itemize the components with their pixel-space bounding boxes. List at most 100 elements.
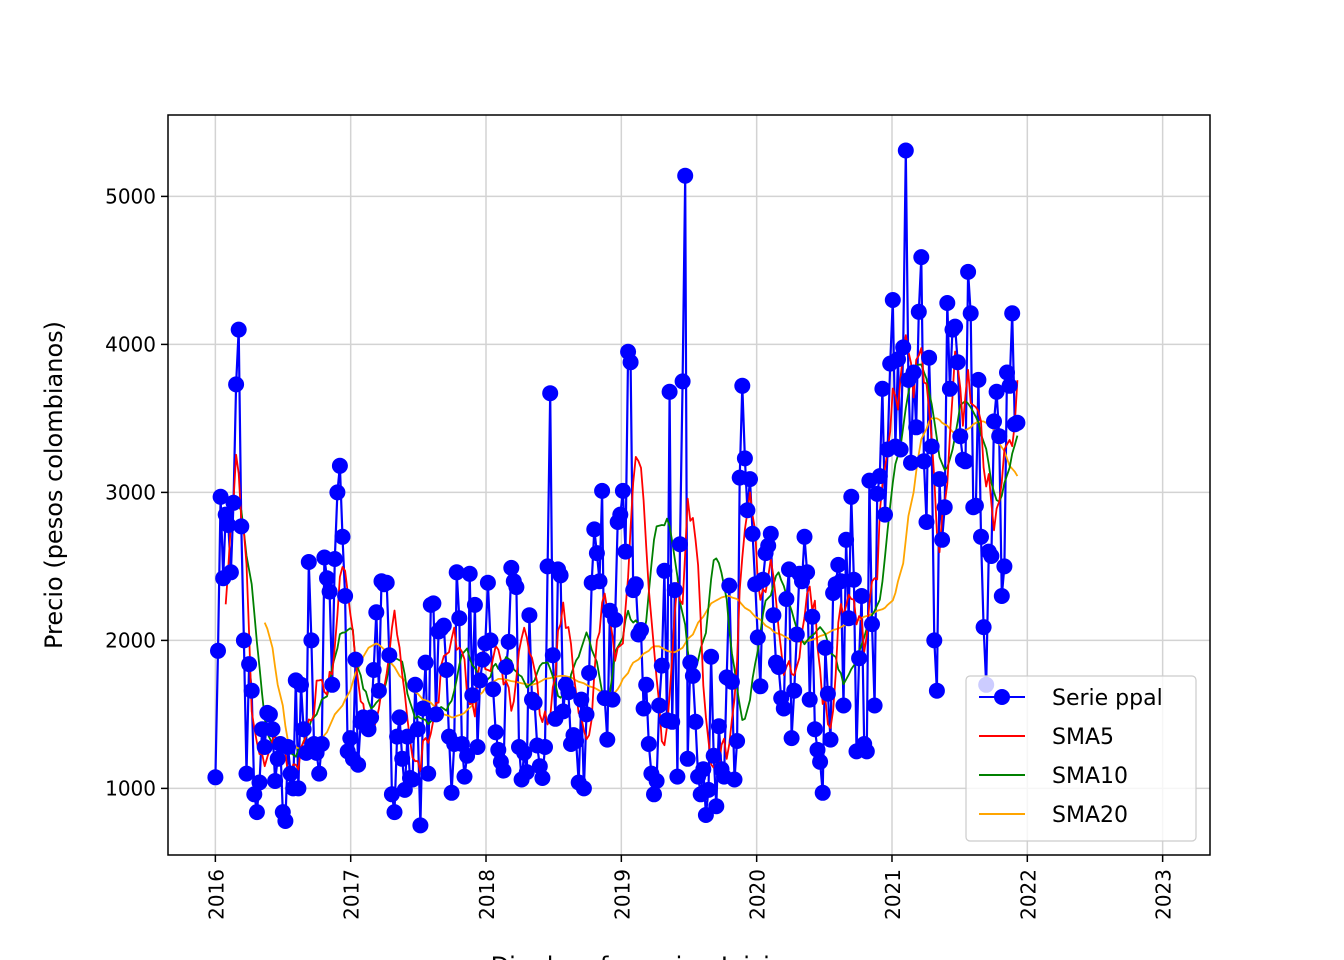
data-point bbox=[612, 506, 629, 523]
data-point bbox=[319, 570, 335, 587]
data-point bbox=[638, 676, 655, 693]
data-point bbox=[822, 731, 839, 748]
data-point bbox=[326, 551, 343, 567]
data-point bbox=[830, 556, 847, 573]
data-point bbox=[897, 142, 914, 159]
data-point bbox=[809, 741, 826, 758]
y-tick-label: 1000 bbox=[105, 776, 156, 800]
data-point bbox=[329, 484, 346, 501]
data-point bbox=[370, 682, 387, 699]
data-point bbox=[230, 321, 247, 338]
data-point bbox=[788, 626, 805, 643]
data-point bbox=[983, 548, 1000, 564]
data-point bbox=[303, 632, 320, 649]
data-point bbox=[684, 667, 701, 684]
data-point bbox=[238, 765, 255, 782]
data-point bbox=[269, 750, 286, 767]
data-point bbox=[448, 564, 465, 581]
data-point bbox=[840, 610, 857, 627]
data-point bbox=[661, 383, 678, 400]
data-point bbox=[726, 771, 743, 788]
data-point bbox=[908, 419, 925, 436]
data-point bbox=[682, 654, 699, 671]
data-point bbox=[251, 774, 268, 791]
data-point bbox=[744, 525, 761, 542]
data-point bbox=[241, 656, 258, 673]
data-point bbox=[949, 354, 966, 371]
data-point bbox=[866, 697, 883, 714]
data-point bbox=[594, 482, 611, 499]
data-point bbox=[962, 305, 979, 322]
data-point bbox=[347, 651, 364, 668]
x-axis-title: Dia de referencia - Inicio semana bbox=[491, 952, 888, 960]
data-point bbox=[277, 813, 294, 829]
data-point bbox=[537, 739, 553, 755]
data-point bbox=[967, 497, 984, 514]
data-point bbox=[586, 521, 603, 538]
data-point bbox=[394, 750, 411, 767]
data-point bbox=[765, 607, 782, 624]
data-point bbox=[342, 730, 359, 747]
data-point bbox=[796, 528, 813, 545]
data-point bbox=[786, 682, 803, 699]
y-tick-label: 2000 bbox=[105, 628, 156, 652]
data-point bbox=[456, 768, 473, 785]
data-point bbox=[293, 676, 309, 693]
series-sma10-line bbox=[237, 363, 1019, 758]
data-point bbox=[466, 596, 483, 613]
data-point bbox=[635, 700, 652, 717]
data-point bbox=[936, 499, 953, 516]
data-point bbox=[516, 744, 533, 761]
data-point bbox=[812, 753, 829, 770]
data-point bbox=[991, 428, 1008, 445]
data-point bbox=[952, 428, 969, 445]
data-point bbox=[381, 647, 398, 664]
data-point bbox=[256, 739, 273, 755]
data-point bbox=[324, 676, 341, 693]
data-point bbox=[526, 694, 543, 711]
legend-label-sma5: SMA5 bbox=[1052, 725, 1114, 750]
data-point bbox=[365, 662, 382, 678]
data-point bbox=[495, 762, 512, 779]
x-tick-label: 2020 bbox=[746, 869, 770, 920]
data-point bbox=[391, 709, 408, 726]
data-point bbox=[412, 817, 429, 834]
data-point bbox=[742, 471, 758, 488]
data-point bbox=[783, 730, 800, 747]
data-point bbox=[503, 559, 520, 576]
data-point bbox=[212, 488, 229, 505]
data-point bbox=[903, 454, 919, 471]
data-point bbox=[928, 682, 945, 699]
data-point bbox=[207, 769, 224, 786]
x-axis: 2016 2017 2018 2019 2020 2021 2022 2023 bbox=[204, 855, 1176, 920]
data-point bbox=[617, 543, 634, 560]
data-point bbox=[646, 786, 662, 803]
data-point bbox=[762, 525, 779, 542]
data-point bbox=[313, 736, 330, 752]
data-point bbox=[749, 629, 766, 646]
series-sma5-line bbox=[224, 334, 1019, 780]
data-point bbox=[975, 619, 992, 636]
data-point bbox=[627, 576, 644, 593]
data-point bbox=[474, 651, 491, 668]
data-point bbox=[438, 662, 455, 678]
data-point bbox=[555, 703, 572, 720]
data-point bbox=[874, 380, 891, 397]
x-tick-label: 2017 bbox=[340, 869, 364, 920]
x-tick-label: 2019 bbox=[610, 869, 634, 920]
data-point bbox=[687, 713, 704, 730]
data-point bbox=[485, 681, 502, 698]
data-point bbox=[420, 765, 437, 782]
data-point bbox=[910, 303, 927, 320]
data-point bbox=[295, 721, 312, 738]
legend-label-sma20: SMA20 bbox=[1052, 803, 1128, 828]
data-point bbox=[905, 364, 922, 381]
data-point bbox=[591, 573, 608, 590]
data-point bbox=[915, 453, 932, 470]
data-point bbox=[729, 733, 746, 749]
data-point bbox=[248, 804, 265, 821]
data-point bbox=[588, 545, 605, 562]
data-point bbox=[518, 764, 535, 781]
data-point bbox=[1001, 377, 1018, 394]
data-point bbox=[428, 706, 444, 723]
